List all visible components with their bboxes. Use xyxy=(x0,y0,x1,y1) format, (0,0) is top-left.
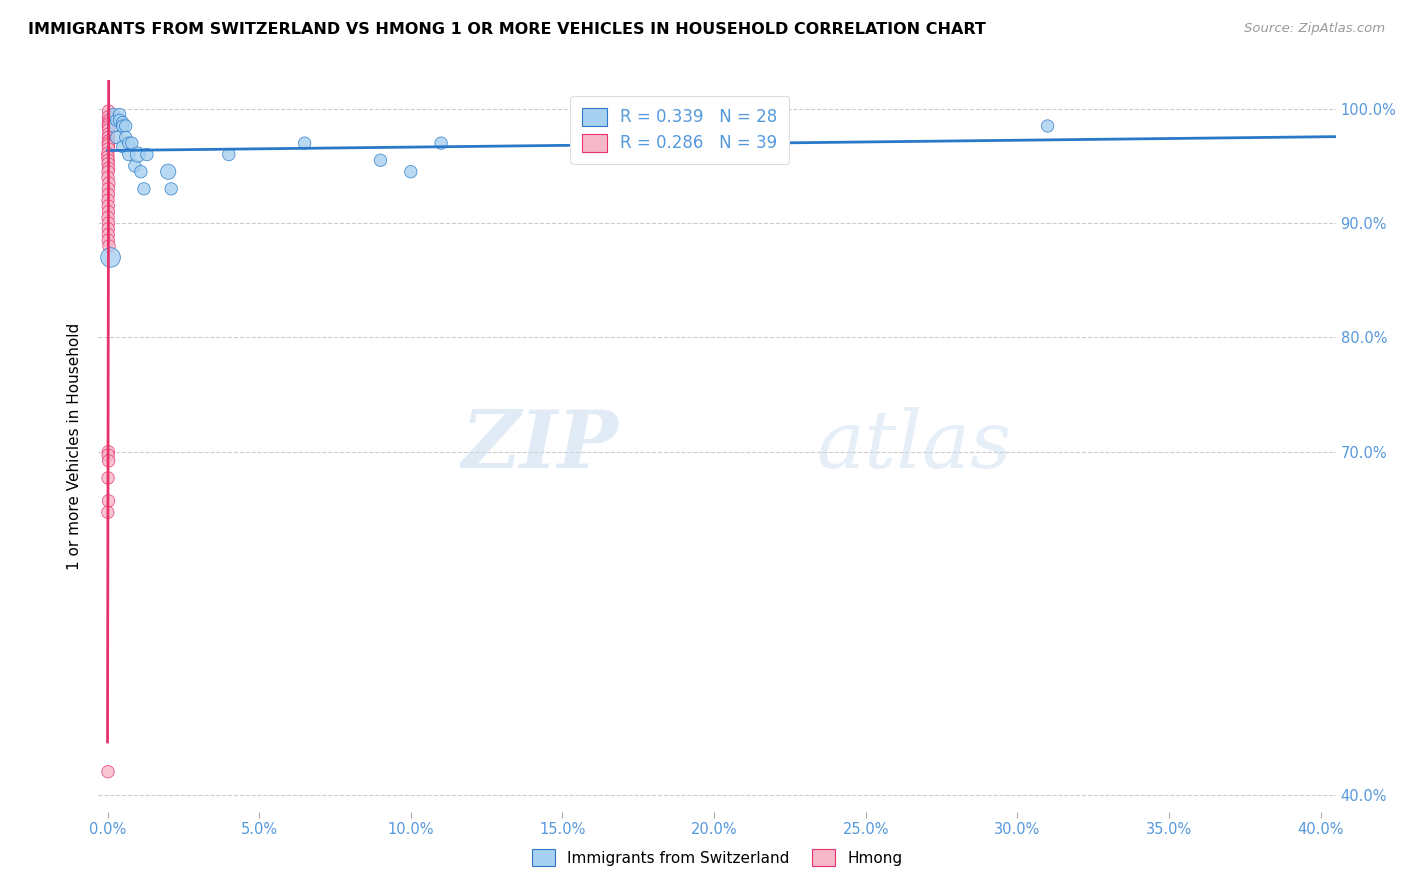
Point xyxy=(118,136,141,150)
Point xyxy=(108,107,131,121)
Legend: Immigrants from Switzerland, Hmong: Immigrants from Switzerland, Hmong xyxy=(524,842,910,873)
Point xyxy=(105,130,128,145)
Point xyxy=(97,138,120,153)
Point xyxy=(97,115,120,129)
Point xyxy=(97,764,120,779)
Point xyxy=(97,170,120,185)
Point xyxy=(97,127,120,141)
Point xyxy=(129,164,152,178)
Text: IMMIGRANTS FROM SWITZERLAND VS HMONG 1 OR MORE VEHICLES IN HOUSEHOLD CORRELATION: IMMIGRANTS FROM SWITZERLAND VS HMONG 1 O… xyxy=(28,22,986,37)
Point xyxy=(97,146,120,161)
Point xyxy=(430,136,453,150)
Point xyxy=(97,120,120,135)
Point xyxy=(97,142,120,156)
Point xyxy=(97,150,120,164)
Point xyxy=(136,147,159,161)
Point xyxy=(97,233,120,247)
Point xyxy=(218,147,240,161)
Point xyxy=(124,159,146,173)
Point xyxy=(121,136,143,150)
Point xyxy=(98,239,121,253)
Point xyxy=(111,119,134,133)
Point xyxy=(294,136,316,150)
Point xyxy=(97,505,120,519)
Point xyxy=(160,182,183,196)
Point xyxy=(97,194,120,208)
Point xyxy=(97,118,120,132)
Point xyxy=(100,251,122,265)
Point xyxy=(97,122,120,136)
Point xyxy=(97,204,120,219)
Point xyxy=(132,182,155,196)
Point xyxy=(399,164,422,178)
Point xyxy=(111,115,134,129)
Point xyxy=(97,134,120,148)
Point xyxy=(157,164,180,178)
Point xyxy=(118,147,141,161)
Point xyxy=(1036,119,1059,133)
Point xyxy=(97,471,120,485)
Point xyxy=(97,176,120,190)
Point xyxy=(97,211,120,225)
Text: Source: ZipAtlas.com: Source: ZipAtlas.com xyxy=(1244,22,1385,36)
Point xyxy=(97,216,120,230)
Point xyxy=(97,153,120,168)
Point xyxy=(103,107,125,121)
Point xyxy=(97,199,120,213)
Text: atlas: atlas xyxy=(815,408,1011,484)
Point xyxy=(97,227,120,242)
Point xyxy=(97,444,120,458)
Point xyxy=(97,161,120,176)
Point xyxy=(108,113,131,128)
Point xyxy=(127,147,149,161)
Point xyxy=(97,130,120,145)
Point xyxy=(370,153,392,168)
Point xyxy=(97,113,120,128)
Text: ZIP: ZIP xyxy=(461,408,619,484)
Y-axis label: 1 or more Vehicles in Household: 1 or more Vehicles in Household xyxy=(67,322,83,570)
Point xyxy=(97,164,120,178)
Point xyxy=(97,187,120,202)
Point xyxy=(97,136,120,150)
Point xyxy=(103,119,125,133)
Point xyxy=(114,119,136,133)
Point xyxy=(97,157,120,171)
Point xyxy=(97,110,120,124)
Point xyxy=(97,104,120,119)
Point xyxy=(97,448,120,462)
Point xyxy=(105,113,128,128)
Point xyxy=(111,139,134,153)
Point xyxy=(97,182,120,196)
Point xyxy=(97,494,120,508)
Point xyxy=(97,222,120,236)
Point xyxy=(97,454,120,468)
Point xyxy=(114,130,136,145)
